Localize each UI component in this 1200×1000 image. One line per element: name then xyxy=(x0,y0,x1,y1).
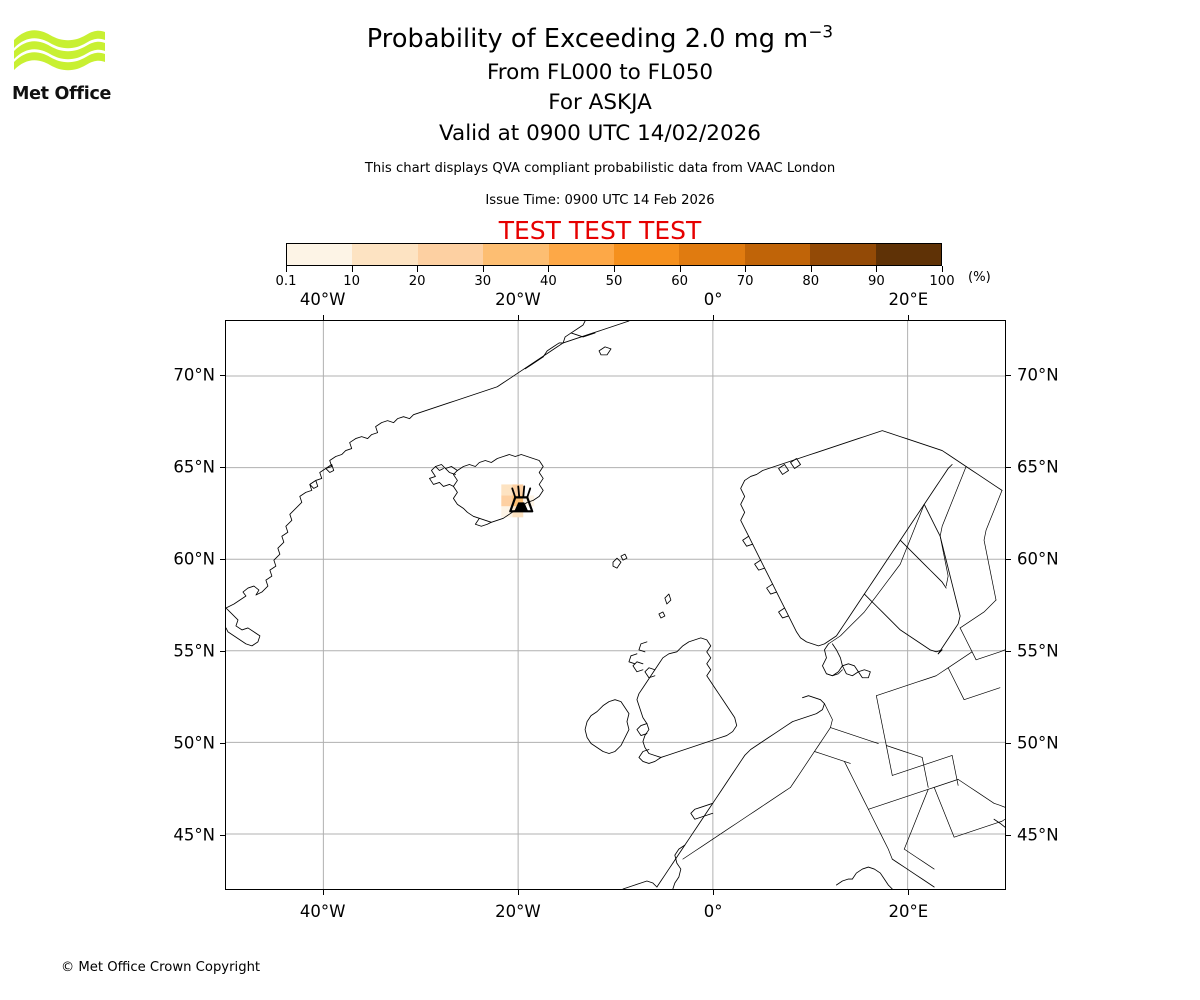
lat-label-left-3: 55°N xyxy=(173,641,215,661)
lat-label-right-5: 45°N xyxy=(1017,825,1059,845)
lat-label-left-5: 45°N xyxy=(173,825,215,845)
lat-tick-left-5 xyxy=(220,834,225,836)
copyright-footer: © Met Office Crown Copyright xyxy=(61,960,261,975)
lon-tick-bottom-0 xyxy=(322,890,324,895)
lon-label-top-3: 20°E xyxy=(888,290,929,309)
lon-label-bottom-3: 20°E xyxy=(888,902,929,921)
valid-time-subtitle: Valid at 0900 UTC 14/02/2026 xyxy=(438,120,761,146)
lat-label-right-3: 55°N xyxy=(1017,641,1059,661)
lon-tick-top-1 xyxy=(517,315,519,320)
colorbar-tick-label-6: 60 xyxy=(671,274,688,289)
met-office-logo-text: Met Office xyxy=(12,84,112,104)
title-block: Probability of Exceeding 2.0 mg m−3 From… xyxy=(0,0,1200,245)
colorbar-unit-label: (%) xyxy=(968,270,991,285)
lat-label-right-0: 70°N xyxy=(1017,365,1059,385)
colorbar-tick-label-10: 100 xyxy=(929,274,955,289)
lon-label-bottom-1: 20°W xyxy=(495,902,541,921)
volcano-subtitle: For ASKJA xyxy=(548,90,652,115)
lat-tick-left-2 xyxy=(220,559,225,561)
colorbar-tick-5 xyxy=(614,266,615,272)
colorbar-tick-7 xyxy=(745,266,747,272)
colorbar-bands xyxy=(286,243,942,266)
colorbar-tick-3 xyxy=(482,266,484,272)
colorbar-band-8 xyxy=(810,244,876,265)
colorbar-tick-labels: 0.1 10 20 30 40 50 60 70 80 90 100 xyxy=(276,274,955,294)
colorbar-tick-label-0: 0.1 xyxy=(275,274,297,289)
colorbar-tick-10 xyxy=(942,266,943,272)
lon-label-bottom-2: 0° xyxy=(703,902,723,921)
lat-tick-right-3 xyxy=(1006,650,1011,652)
lon-tick-bottom-2 xyxy=(713,890,715,895)
flight-level-subtitle: From FL000 to FL050 xyxy=(486,59,714,85)
colorbar-band-6 xyxy=(679,244,745,265)
coastlines xyxy=(226,321,1005,889)
lat-tick-left-4 xyxy=(220,742,225,744)
test-banner: TEST TEST TEST xyxy=(498,216,702,245)
colorbar-tick-label-4: 40 xyxy=(540,274,557,289)
colorbar-band-3 xyxy=(483,244,549,265)
volcano-icon xyxy=(509,485,534,513)
lon-tick-bottom-1 xyxy=(517,890,519,895)
colorbar-band-0 xyxy=(287,244,353,265)
colorbar-band-2 xyxy=(417,244,484,265)
map-container: 40°W 40°W 20°W 20°W 0° 0° 20°E 20°E 70°N 70°N 65°N… xyxy=(173,290,1058,921)
colorbar-tick-0 xyxy=(286,266,287,272)
data-source-note: This chart displays QVA compliant probab… xyxy=(364,161,836,176)
colorbar-tick-label-9: 90 xyxy=(868,274,885,289)
colorbar-band-1 xyxy=(352,244,418,265)
probability-colorbar: 0.1 10 20 30 40 50 60 70 80 90 100 xyxy=(276,243,955,294)
colorbar-band-7 xyxy=(744,244,811,265)
colorbar-band-5 xyxy=(614,244,680,265)
colorbar-band-4 xyxy=(548,244,615,265)
page-title-exponent: −3 xyxy=(808,21,834,42)
map-gridlines xyxy=(226,321,1005,889)
colorbar-tick-4 xyxy=(548,266,550,272)
colorbar-tick-label-3: 30 xyxy=(474,274,492,289)
lon-label-top-1: 20°W xyxy=(495,290,541,309)
lat-label-left-2: 60°N xyxy=(173,549,215,569)
lat-label-right-2: 60°N xyxy=(1017,549,1059,569)
lat-tick-right-5 xyxy=(1006,834,1011,836)
colorbar-tick-8 xyxy=(810,266,812,272)
issue-time-label: Issue Time: 0900 UTC 14 Feb 2026 xyxy=(485,193,715,208)
lat-tick-left-1 xyxy=(220,467,225,469)
lon-label-top-0: 40°W xyxy=(299,290,346,309)
map-canvas xyxy=(226,321,1005,889)
lat-tick-left-3 xyxy=(220,650,225,652)
page-title-text: Probability of Exceeding 2.0 mg m xyxy=(366,24,809,54)
colorbar-ticks xyxy=(286,266,943,274)
colorbar-tick-6 xyxy=(679,266,681,272)
lat-tick-right-0 xyxy=(1006,375,1011,377)
lat-label-right-1: 65°N xyxy=(1017,457,1059,477)
lat-label-left-0: 70°N xyxy=(173,365,215,385)
met-office-wave-mark xyxy=(14,30,105,71)
country-borders xyxy=(682,466,1005,870)
lat-tick-left-0 xyxy=(220,375,225,377)
lon-tick-top-0 xyxy=(322,315,324,320)
colorbar-tick-2 xyxy=(417,266,419,272)
lat-label-left-4: 50°N xyxy=(173,733,215,753)
colorbar-tick-label-5: 50 xyxy=(605,274,623,289)
lat-tick-right-4 xyxy=(1006,742,1011,744)
colorbar-tick-label-1: 10 xyxy=(343,274,360,289)
colorbar-tick-label-2: 20 xyxy=(408,274,426,289)
lon-label-bottom-0: 40°W xyxy=(299,902,346,921)
lon-label-top-2: 0° xyxy=(703,290,723,309)
met-office-logo: Met Office xyxy=(12,26,122,116)
colorbar-tick-1 xyxy=(351,266,353,272)
colorbar-tick-label-8: 80 xyxy=(802,274,820,289)
lat-tick-right-1 xyxy=(1006,467,1011,469)
lon-tick-top-3 xyxy=(908,315,910,320)
map-frame xyxy=(225,320,1006,890)
colorbar-tick-label-7: 70 xyxy=(736,274,754,289)
lat-label-left-1: 65°N xyxy=(173,457,215,477)
lon-tick-top-2 xyxy=(713,315,715,320)
lat-tick-right-2 xyxy=(1006,559,1011,561)
page-title: Probability of Exceeding 2.0 mg m−3 xyxy=(0,0,1200,53)
colorbar-band-9 xyxy=(875,244,942,265)
lon-tick-bottom-3 xyxy=(908,890,910,895)
lat-label-right-4: 50°N xyxy=(1017,733,1059,753)
colorbar-tick-9 xyxy=(876,266,878,272)
